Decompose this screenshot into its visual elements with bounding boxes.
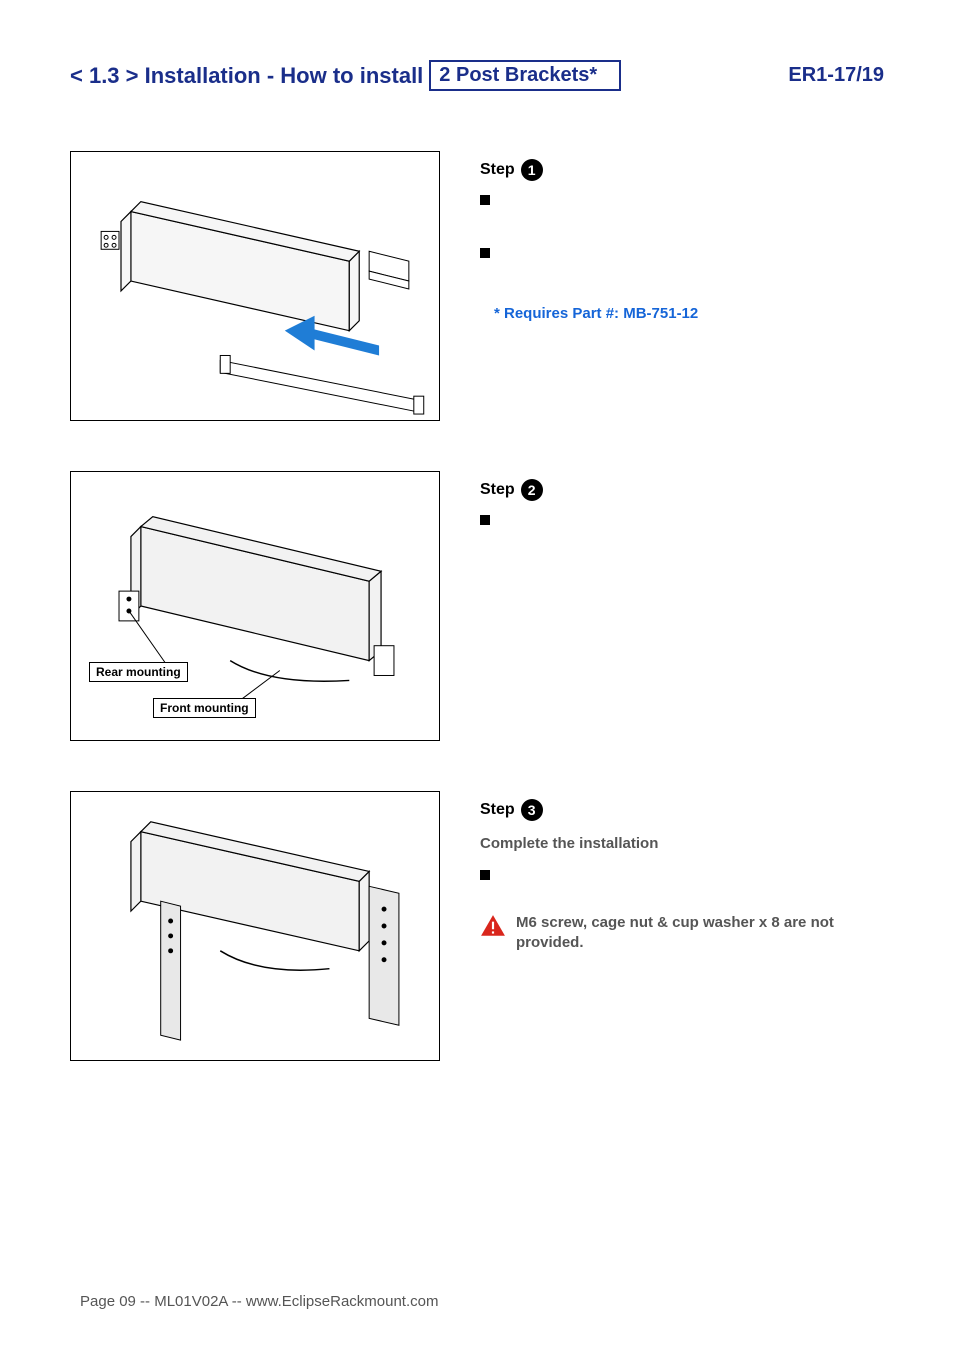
step-3-subtitle: Complete the installation: [480, 835, 884, 852]
step-word: Step: [480, 801, 515, 819]
step-3-label: Step 3: [480, 799, 543, 821]
step-word: Step: [480, 481, 515, 499]
step-2-label: Step 2: [480, 479, 543, 501]
step-2-text: Step 2: [480, 471, 884, 548]
step-2-row: Rear mounting Front mounting Step 2: [70, 471, 884, 741]
step-1-badge: 1: [521, 159, 543, 181]
bullet: [480, 195, 490, 205]
warning-icon: [480, 913, 506, 944]
warning-text: M6 screw, cage nut & cup washer x 8 are …: [516, 913, 884, 954]
callout-front-mounting: Front mounting: [153, 698, 256, 718]
callout-rear-mounting: Rear mounting: [89, 662, 188, 682]
page-header: < 1.3 > Installation - How to install 2 …: [70, 60, 884, 91]
step-1-row: Step 1 * Requires Part #: MB-751-12: [70, 151, 884, 421]
step-2-badge: 2: [521, 479, 543, 501]
header-model: ER1-17/19: [788, 64, 884, 87]
header-title: < 1.3 > Installation - How to install: [70, 63, 423, 89]
step-1-text: Step 1 * Requires Part #: MB-751-12: [480, 151, 884, 322]
step-1-label: Step 1: [480, 159, 543, 181]
step-2-diagram: Rear mounting Front mounting: [70, 471, 440, 741]
bullet: [480, 870, 490, 880]
step-3-badge: 3: [521, 799, 543, 821]
step-1-diagram: [70, 151, 440, 421]
header-box-label: 2 Post Brackets*: [429, 60, 621, 91]
step-3-diagram: [70, 791, 440, 1061]
warning-row: M6 screw, cage nut & cup washer x 8 are …: [480, 913, 884, 954]
part-requirement-note: * Requires Part #: MB-751-12: [494, 305, 884, 322]
bullet: [480, 248, 490, 258]
step-word: Step: [480, 161, 515, 179]
bullet: [480, 515, 490, 525]
step-3-row: Step 3 Complete the installation M6 scre…: [70, 791, 884, 1061]
page-footer: Page 09 -- ML01V02A -- www.EclipseRackmo…: [80, 1293, 438, 1310]
step-3-text: Step 3 Complete the installation M6 scre…: [480, 791, 884, 954]
